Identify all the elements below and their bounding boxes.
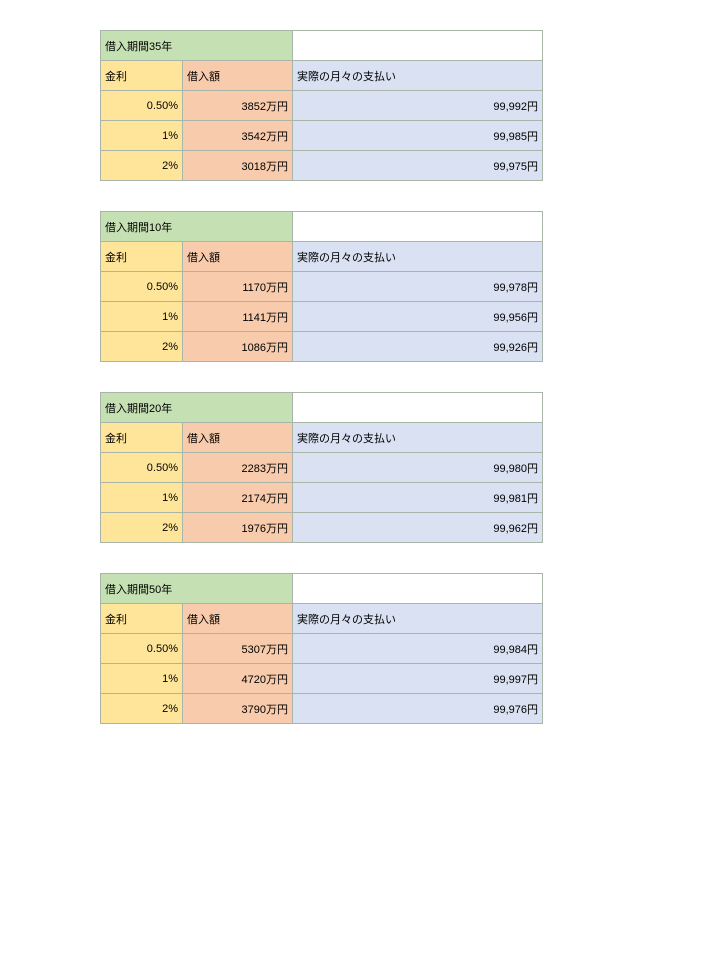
table-row: 0.50%3852万円99,992円 — [101, 91, 543, 121]
cell-interest: 0.50% — [101, 272, 183, 302]
table-title: 借入期間50年 — [101, 574, 293, 604]
header-monthly-payment: 実際の月々の支払い — [293, 242, 543, 272]
cell-payment: 99,978円 — [293, 272, 543, 302]
header-interest: 金利 — [101, 61, 183, 91]
cell-loan: 2174万円 — [183, 483, 293, 513]
table-title: 借入期間35年 — [101, 31, 293, 61]
cell-interest: 2% — [101, 332, 183, 362]
empty-cell — [293, 31, 543, 61]
cell-loan: 5307万円 — [183, 634, 293, 664]
cell-payment: 99,980円 — [293, 453, 543, 483]
header-monthly-payment: 実際の月々の支払い — [293, 604, 543, 634]
cell-loan: 3852万円 — [183, 91, 293, 121]
cell-loan: 2283万円 — [183, 453, 293, 483]
loan-table: 借入期間50年金利借入額実際の月々の支払い0.50%5307万円99,984円1… — [100, 573, 543, 724]
header-loan-amount: 借入額 — [183, 423, 293, 453]
table-row: 2%1976万円99,962円 — [101, 513, 543, 543]
cell-loan: 1141万円 — [183, 302, 293, 332]
header-interest: 金利 — [101, 242, 183, 272]
loan-table: 借入期間10年金利借入額実際の月々の支払い0.50%1170万円99,978円1… — [100, 211, 543, 362]
cell-loan: 1086万円 — [183, 332, 293, 362]
table-title: 借入期間20年 — [101, 393, 293, 423]
cell-payment: 99,997円 — [293, 664, 543, 694]
table-row: 0.50%5307万円99,984円 — [101, 634, 543, 664]
cell-interest: 2% — [101, 513, 183, 543]
cell-payment: 99,976円 — [293, 694, 543, 724]
cell-interest: 1% — [101, 664, 183, 694]
cell-loan: 1976万円 — [183, 513, 293, 543]
cell-loan: 3018万円 — [183, 151, 293, 181]
cell-interest: 2% — [101, 151, 183, 181]
cell-interest: 0.50% — [101, 453, 183, 483]
cell-loan: 3790万円 — [183, 694, 293, 724]
cell-payment: 99,981円 — [293, 483, 543, 513]
cell-payment: 99,956円 — [293, 302, 543, 332]
cell-payment: 99,985円 — [293, 121, 543, 151]
empty-cell — [293, 574, 543, 604]
cell-interest: 1% — [101, 121, 183, 151]
table-row: 2%3018万円99,975円 — [101, 151, 543, 181]
cell-interest: 0.50% — [101, 634, 183, 664]
loan-table: 借入期間35年金利借入額実際の月々の支払い0.50%3852万円99,992円1… — [100, 30, 543, 181]
header-interest: 金利 — [101, 604, 183, 634]
header-loan-amount: 借入額 — [183, 61, 293, 91]
cell-payment: 99,984円 — [293, 634, 543, 664]
cell-payment: 99,962円 — [293, 513, 543, 543]
table-title: 借入期間10年 — [101, 212, 293, 242]
cell-payment: 99,992円 — [293, 91, 543, 121]
cell-loan: 4720万円 — [183, 664, 293, 694]
table-row: 1%1141万円99,956円 — [101, 302, 543, 332]
cell-loan: 1170万円 — [183, 272, 293, 302]
cell-payment: 99,926円 — [293, 332, 543, 362]
cell-payment: 99,975円 — [293, 151, 543, 181]
header-loan-amount: 借入額 — [183, 604, 293, 634]
table-row: 1%2174万円99,981円 — [101, 483, 543, 513]
header-monthly-payment: 実際の月々の支払い — [293, 61, 543, 91]
header-monthly-payment: 実際の月々の支払い — [293, 423, 543, 453]
empty-cell — [293, 393, 543, 423]
header-interest: 金利 — [101, 423, 183, 453]
table-row: 0.50%1170万円99,978円 — [101, 272, 543, 302]
cell-interest: 1% — [101, 302, 183, 332]
loan-table: 借入期間20年金利借入額実際の月々の支払い0.50%2283万円99,980円1… — [100, 392, 543, 543]
cell-loan: 3542万円 — [183, 121, 293, 151]
table-row: 1%3542万円99,985円 — [101, 121, 543, 151]
cell-interest: 0.50% — [101, 91, 183, 121]
cell-interest: 1% — [101, 483, 183, 513]
table-row: 2%3790万円99,976円 — [101, 694, 543, 724]
table-row: 0.50%2283万円99,980円 — [101, 453, 543, 483]
cell-interest: 2% — [101, 694, 183, 724]
tables-container: 借入期間35年金利借入額実際の月々の支払い0.50%3852万円99,992円1… — [100, 30, 720, 724]
header-loan-amount: 借入額 — [183, 242, 293, 272]
empty-cell — [293, 212, 543, 242]
table-row: 1%4720万円99,997円 — [101, 664, 543, 694]
table-row: 2%1086万円99,926円 — [101, 332, 543, 362]
